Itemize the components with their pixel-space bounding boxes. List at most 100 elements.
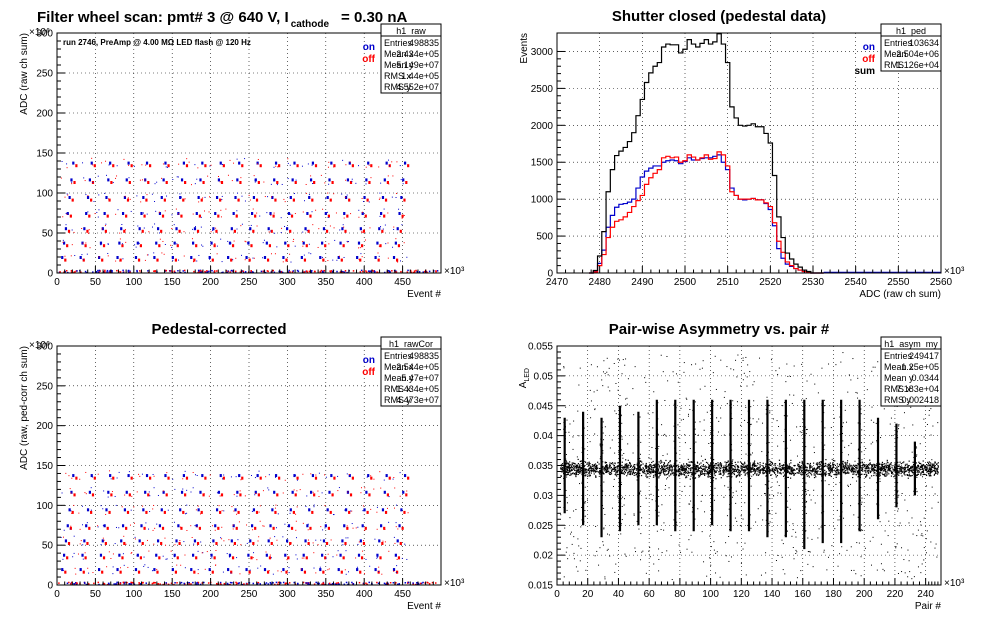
scan-point-base bbox=[308, 583, 311, 586]
asym-point bbox=[602, 471, 604, 473]
scan-point-off bbox=[331, 493, 334, 497]
asym-point bbox=[881, 463, 883, 465]
scan-point bbox=[180, 196, 182, 198]
asym-point bbox=[616, 468, 618, 470]
scan-point bbox=[71, 512, 73, 514]
asym-point bbox=[719, 463, 722, 465]
scan-point-base bbox=[335, 583, 338, 585]
scan-point-on bbox=[232, 212, 235, 215]
asym-point bbox=[912, 465, 914, 468]
asym-point bbox=[789, 473, 791, 475]
asym-point bbox=[725, 465, 727, 467]
scan-point-base bbox=[195, 583, 198, 585]
scan-point bbox=[280, 571, 282, 573]
x-tick-label: 0 bbox=[54, 277, 60, 288]
asym-point bbox=[732, 468, 734, 470]
scan-point bbox=[98, 256, 100, 258]
asym-point bbox=[600, 433, 602, 435]
asym-point bbox=[566, 468, 569, 471]
asym-point bbox=[871, 469, 873, 471]
asym-point bbox=[732, 465, 735, 467]
asym-point bbox=[683, 473, 685, 476]
asym-point bbox=[669, 460, 671, 463]
scan-point bbox=[145, 164, 147, 166]
asym-point bbox=[750, 471, 752, 473]
asym-point bbox=[668, 464, 670, 467]
asym-point bbox=[629, 466, 631, 468]
asym-point bbox=[565, 489, 567, 491]
asym-point bbox=[632, 470, 635, 472]
asym-point bbox=[934, 464, 936, 467]
asym-point bbox=[574, 463, 576, 465]
scan-point bbox=[282, 536, 284, 538]
scan-point-off bbox=[119, 570, 122, 574]
scan-point bbox=[248, 194, 250, 196]
scan-point bbox=[403, 215, 405, 217]
scan-point-on bbox=[138, 539, 141, 543]
asym-point bbox=[853, 471, 855, 473]
scan-point bbox=[211, 557, 213, 559]
asym-point bbox=[703, 467, 705, 469]
asym-point bbox=[615, 466, 617, 468]
scan-point bbox=[173, 521, 175, 523]
scan-point-base bbox=[115, 583, 118, 585]
scan-point bbox=[84, 552, 86, 554]
scan-point-on bbox=[182, 161, 185, 165]
scan-point bbox=[119, 232, 121, 234]
scan-point bbox=[284, 201, 286, 203]
scan-point bbox=[198, 201, 200, 203]
scan-point bbox=[65, 224, 67, 226]
scan-point-off bbox=[274, 198, 277, 202]
asym-point bbox=[654, 464, 656, 467]
asym-point bbox=[776, 471, 779, 473]
scan-point bbox=[143, 556, 145, 558]
scan-point-base bbox=[288, 269, 290, 272]
asym-point bbox=[647, 468, 649, 471]
scan-point-base bbox=[116, 269, 118, 272]
asym-point bbox=[742, 463, 744, 465]
asym-point bbox=[889, 465, 891, 467]
scan-point-on bbox=[398, 524, 401, 528]
asym-point bbox=[626, 475, 628, 477]
asym-point bbox=[831, 469, 834, 471]
asym-point bbox=[867, 471, 869, 473]
asym-point bbox=[807, 463, 809, 465]
asym-point bbox=[732, 470, 734, 472]
asym-point bbox=[632, 466, 634, 468]
asym-point bbox=[933, 466, 936, 468]
panel-h1_ped: 2470 2480 2490 2500 2510 2520 2530 2540 2550 2560… bbox=[519, 8, 965, 300]
asym-point bbox=[937, 471, 939, 473]
asym-point bbox=[796, 467, 798, 470]
asym-point bbox=[600, 438, 602, 440]
scan-point bbox=[128, 164, 130, 166]
scan-point-on bbox=[311, 474, 315, 478]
scan-point-base bbox=[279, 270, 281, 273]
asym-point bbox=[901, 475, 903, 477]
scan-point-base bbox=[133, 583, 136, 585]
scan-point bbox=[388, 183, 390, 185]
scan-point-off bbox=[294, 181, 297, 184]
asym-point bbox=[780, 468, 783, 471]
asym-point bbox=[604, 461, 606, 463]
asym-point bbox=[644, 470, 646, 472]
scan-point-base bbox=[93, 582, 95, 585]
scan-point bbox=[320, 539, 322, 541]
scan-point bbox=[74, 255, 76, 257]
scan-point-base bbox=[265, 582, 268, 584]
scan-point-off bbox=[257, 181, 260, 184]
asym-point bbox=[771, 469, 773, 471]
scan-point bbox=[348, 571, 350, 573]
asym-point bbox=[620, 498, 622, 500]
asym-point bbox=[852, 467, 854, 470]
asym-point bbox=[890, 471, 893, 473]
scan-point-base bbox=[97, 271, 100, 274]
asym-point bbox=[572, 472, 574, 474]
scan-point bbox=[200, 216, 202, 218]
scan-point-base bbox=[170, 582, 173, 584]
scan-point-base bbox=[352, 582, 355, 585]
asym-point bbox=[696, 462, 699, 464]
asym-point bbox=[621, 438, 623, 440]
asym-point bbox=[604, 465, 607, 468]
x-tick-label: 2500 bbox=[674, 277, 697, 288]
scan-point bbox=[377, 252, 379, 254]
